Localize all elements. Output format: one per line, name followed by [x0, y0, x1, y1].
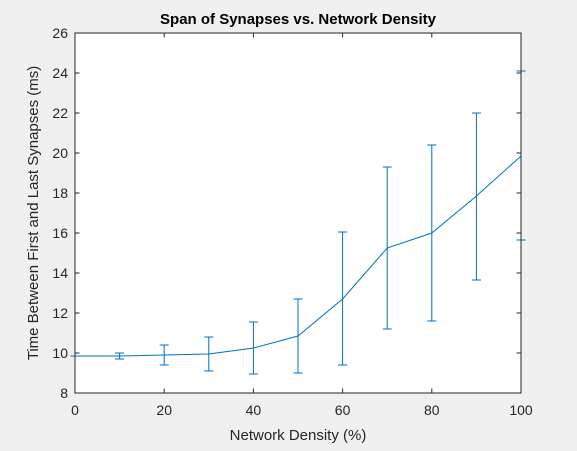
- y-tick-label: 26: [52, 25, 68, 41]
- series-line: [75, 155, 522, 357]
- y-tick-label: 14: [52, 265, 68, 281]
- axes-box: [74, 32, 522, 394]
- y-tick-label: 22: [52, 105, 68, 121]
- x-axis-label: Network Density (%): [230, 427, 367, 444]
- y-tick-label: 8: [60, 385, 68, 401]
- y-axis-label: Time Between First and Last Synapses (ms…: [25, 66, 42, 361]
- y-tick-label: 10: [52, 345, 68, 361]
- chart-title: Span of Synapses vs. Network Density: [160, 11, 437, 28]
- y-tick-label: 18: [52, 185, 68, 201]
- y-tick-label: 20: [52, 145, 68, 161]
- y-tick-label: 12: [52, 305, 68, 321]
- x-tick-label: 60: [335, 402, 351, 418]
- x-tick-label: 100: [509, 402, 533, 418]
- x-tick-label: 20: [156, 402, 172, 418]
- x-tick-label: 0: [71, 402, 79, 418]
- x-tick-label: 80: [424, 402, 440, 418]
- y-tick-label: 16: [52, 225, 68, 241]
- y-tick-label: 24: [52, 65, 68, 81]
- x-tick-label: 40: [246, 402, 262, 418]
